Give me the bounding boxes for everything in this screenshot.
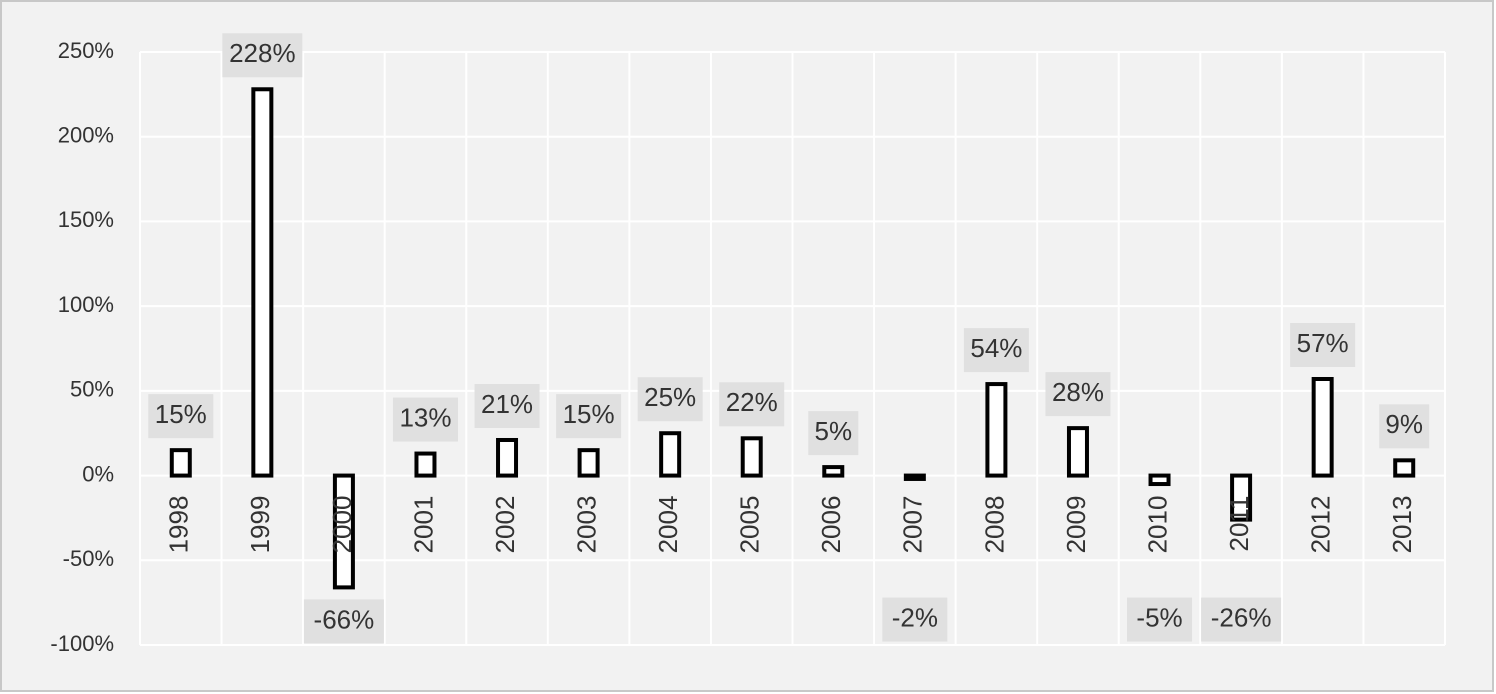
- data-label-background: [474, 383, 540, 428]
- data-label: -26%: [1211, 602, 1272, 632]
- data-label-background: [1127, 597, 1193, 642]
- data-label-background: [1201, 597, 1282, 642]
- x-tick-label: 2000: [327, 496, 357, 554]
- data-label-background: [222, 33, 303, 78]
- x-tick-label: 2011: [1224, 496, 1254, 552]
- y-tick-label: -50%: [63, 546, 114, 571]
- data-label: 15%: [155, 399, 207, 429]
- y-tick-label: 250%: [58, 38, 114, 63]
- bar: [1066, 426, 1089, 478]
- bar: [1230, 473, 1253, 522]
- x-tick-label: 1999: [245, 496, 275, 554]
- data-label: 228%: [229, 38, 296, 68]
- data-label: 57%: [1297, 328, 1349, 358]
- data-label-background: [963, 328, 1029, 373]
- data-label-background: [719, 382, 785, 427]
- data-label: 5%: [814, 416, 852, 446]
- data-label: 54%: [970, 333, 1022, 363]
- bar: [496, 437, 519, 478]
- data-label-background: [1045, 372, 1111, 417]
- bar: [1311, 376, 1334, 478]
- data-label: 25%: [644, 382, 696, 412]
- data-label: 9%: [1385, 409, 1423, 439]
- data-label-background: [303, 599, 384, 644]
- y-tick-label: 50%: [70, 377, 114, 402]
- data-label-background: [148, 394, 214, 439]
- data-label-background: [637, 377, 703, 422]
- bar: [740, 436, 763, 478]
- x-tick-label: 2003: [571, 496, 601, 554]
- y-tick-label: 150%: [58, 207, 114, 232]
- y-tick-label: 100%: [58, 292, 114, 317]
- x-tick-label: 1998: [164, 496, 194, 554]
- x-tick-label: 2005: [735, 496, 765, 554]
- data-label: 28%: [1052, 377, 1104, 407]
- x-tick-label: 2010: [1142, 496, 1172, 554]
- x-tick-label: 2002: [490, 496, 520, 554]
- data-label-background: [1379, 404, 1430, 449]
- data-label: -5%: [1136, 602, 1182, 632]
- x-tick-label: 2008: [979, 496, 1009, 554]
- bar: [985, 382, 1008, 478]
- y-tick-label: 200%: [58, 123, 114, 148]
- data-label: 13%: [399, 402, 451, 432]
- bar: [659, 431, 682, 478]
- y-tick-label: -100%: [50, 631, 114, 656]
- bar: [332, 473, 355, 590]
- data-label-background: [808, 411, 859, 456]
- data-label: 21%: [481, 389, 533, 419]
- data-label: 15%: [563, 399, 615, 429]
- x-tick-label: 2006: [816, 496, 846, 554]
- x-tick-label: 2012: [1306, 496, 1336, 554]
- x-tick-label: 2007: [898, 496, 928, 554]
- x-tick-label: 2013: [1387, 496, 1417, 554]
- bar: [903, 473, 926, 481]
- bar: [577, 448, 600, 478]
- data-label-background: [882, 597, 948, 642]
- data-label-background: [1290, 322, 1356, 367]
- bar: [1393, 458, 1416, 478]
- bar: [251, 87, 274, 478]
- bar: [169, 448, 192, 478]
- x-tick-label: 2001: [408, 496, 438, 554]
- bar: [822, 465, 845, 478]
- data-label-background: [556, 394, 622, 439]
- x-tick-label: 2004: [653, 496, 683, 554]
- data-label: 22%: [726, 387, 778, 417]
- data-label: -2%: [892, 602, 938, 632]
- y-tick-label: 0%: [82, 461, 114, 486]
- bar: [1148, 473, 1171, 487]
- x-tick-label: 2009: [1061, 496, 1091, 554]
- data-label: -66%: [314, 604, 375, 634]
- data-label-background: [392, 397, 458, 442]
- bar: [414, 451, 437, 478]
